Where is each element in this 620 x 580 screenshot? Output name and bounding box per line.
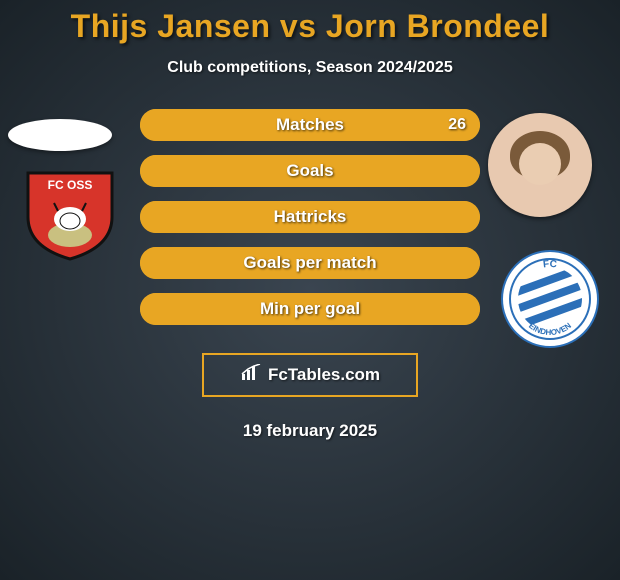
crest-left-text: FC OSS (48, 178, 93, 192)
stat-row: Goals (140, 155, 480, 187)
club-crest-left: FC OSS (20, 169, 120, 261)
shield-icon: FC OSS (20, 169, 120, 261)
branding-box: FcTables.com (202, 353, 418, 397)
stat-row: Matches26 (140, 109, 480, 141)
stat-label: Hattricks (140, 207, 480, 227)
stat-bars: Matches26 Goals Hattricks Goals per match Mi… (140, 109, 480, 325)
circle-stripes-icon: FC EINDHOVEN (500, 249, 600, 349)
page-title: Thijs Jansen vs Jorn Brondeel (0, 8, 620, 45)
stat-row: Goals per match (140, 247, 480, 279)
comparison-card: Thijs Jansen vs Jorn Brondeel Club compe… (0, 0, 620, 441)
stat-label: Min per goal (140, 299, 480, 319)
stat-value-right: 26 (448, 116, 466, 134)
stats-area: FC OSS (0, 109, 620, 339)
bar-chart-icon (240, 364, 262, 387)
stat-row: Min per goal (140, 293, 480, 325)
page-subtitle: Club competitions, Season 2024/2025 (0, 59, 620, 77)
branding-label: FcTables.com (268, 365, 380, 385)
stat-label: Matches (140, 115, 480, 135)
avatar-left-player (8, 119, 112, 151)
stat-label: Goals (140, 161, 480, 181)
avatar-right-player (488, 113, 592, 217)
stat-row: Hattricks (140, 201, 480, 233)
stat-label: Goals per match (140, 253, 480, 273)
club-crest-right: FC EINDHOVEN (500, 249, 600, 349)
date-label: 19 february 2025 (0, 421, 620, 441)
